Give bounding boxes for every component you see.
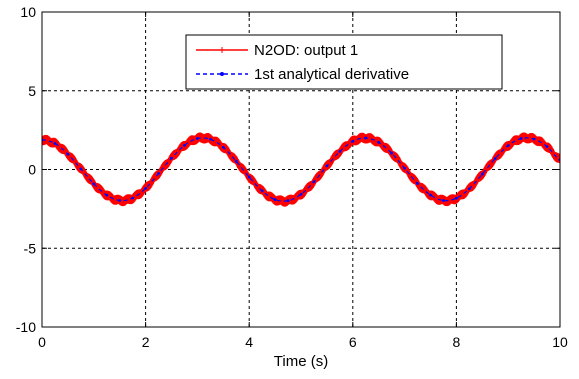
- data-point: [506, 144, 510, 147]
- y-tick-label: 0: [28, 162, 36, 178]
- data-point: [377, 141, 381, 144]
- legend: N2OD: output 1 1st analytical derivative: [185, 34, 503, 90]
- data-point: [338, 150, 342, 153]
- data-point: [208, 137, 212, 141]
- data-point: [480, 172, 484, 176]
- data-point: [545, 145, 549, 149]
- data-point: [260, 189, 264, 193]
- data-point: [118, 199, 122, 202]
- data-point: [390, 151, 394, 155]
- x-tick-label: 6: [349, 334, 357, 350]
- data-point: [183, 144, 186, 147]
- legend-marker: [219, 47, 225, 53]
- data-point: [364, 136, 368, 140]
- data-point: [493, 157, 497, 160]
- x-tick-label: 2: [142, 334, 150, 350]
- data-point: [105, 193, 109, 197]
- x-axis-title: Time (s): [274, 353, 328, 370]
- data-point: [79, 167, 83, 171]
- data-point: [170, 156, 173, 160]
- grid-lines: [42, 12, 560, 327]
- data-point: [286, 199, 290, 203]
- y-tick-label: 5: [28, 83, 36, 99]
- data-point: [144, 187, 148, 190]
- legend-box: [185, 34, 503, 90]
- data-point: [196, 137, 199, 140]
- series-1: [42, 136, 560, 203]
- data-point: [467, 187, 471, 191]
- data-point: [312, 180, 316, 184]
- legend-label: N2OD: output 1: [254, 42, 358, 59]
- data-point: [273, 198, 277, 201]
- data-point: [66, 152, 70, 156]
- data-point: [325, 164, 329, 168]
- data-point: [53, 142, 57, 145]
- legend-label: 1st analytical derivative: [254, 66, 409, 83]
- data-point: [403, 166, 406, 170]
- data-point: [234, 159, 238, 163]
- series-line: [42, 132, 560, 207]
- x-tick-label: 8: [453, 334, 461, 350]
- legend-marker: [220, 72, 224, 76]
- y-tick-label: 10: [20, 4, 36, 20]
- axis-ticks: 0 2 4 6 8 10 -10 -5 0 5 10: [16, 4, 568, 350]
- data-point: [131, 196, 135, 200]
- data-point: [92, 182, 96, 186]
- data-point: [299, 192, 303, 196]
- data-point: [157, 172, 160, 175]
- y-tick-label: -5: [24, 240, 37, 256]
- data-point: [532, 137, 536, 141]
- data-point: [455, 196, 458, 200]
- x-tick-label: 4: [245, 334, 253, 350]
- data-point: [247, 175, 251, 179]
- data-point: [351, 139, 355, 143]
- x-tick-label: 10: [552, 334, 568, 350]
- x-tick-label: 0: [38, 334, 46, 350]
- data-point: [416, 182, 419, 185]
- series-layer: [42, 132, 560, 207]
- data-point: [519, 137, 523, 140]
- y-tick-label: -10: [16, 319, 36, 335]
- data-point: [429, 193, 432, 197]
- data-point: [442, 199, 445, 202]
- data-point: [221, 145, 225, 149]
